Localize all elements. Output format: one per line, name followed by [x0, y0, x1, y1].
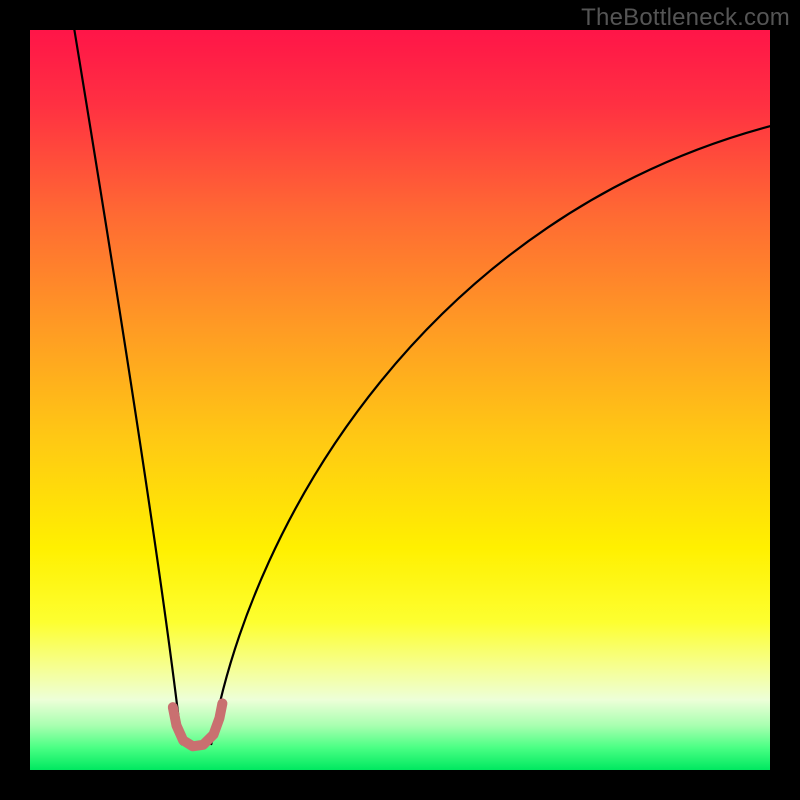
watermark-text: TheBottleneck.com — [581, 4, 790, 32]
chart-root: TheBottleneck.com — [0, 0, 800, 800]
plot-background — [30, 30, 770, 770]
chart-svg — [0, 0, 800, 800]
